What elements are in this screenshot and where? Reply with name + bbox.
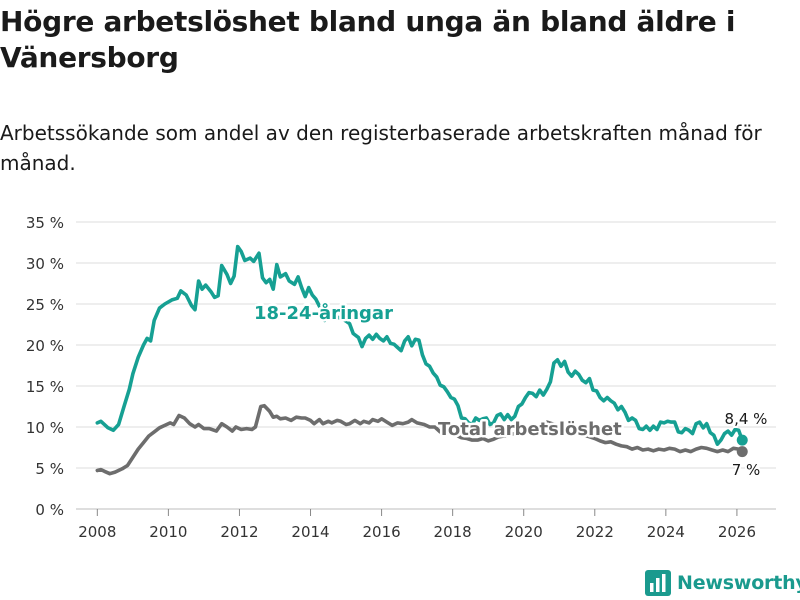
x-tick-label: 2026 [718, 523, 756, 541]
chart-subtitle: Arbetssökande som andel av den registerb… [0, 121, 762, 175]
series-labels: 18-24-åringar Total arbetslöshet 8,4 % 7 % [252, 300, 770, 482]
line-chart: 0 %5 %10 %15 %20 %25 %30 %35 % 2008 2010 2… [26, 214, 776, 541]
series-label-total: Total arbetslöshet [438, 419, 622, 440]
x-tick-label: 2018 [434, 523, 472, 541]
y-tick-label: 30 % [26, 255, 64, 273]
x-tick-label: 2022 [576, 523, 614, 541]
x-tick-label: 2010 [149, 523, 187, 541]
chart-title: Högre arbetslöshet bland unga än bland ä… [0, 5, 736, 74]
y-tick-label: 5 % [35, 460, 64, 478]
series-end-point-total [736, 446, 748, 458]
y-tick-label: 20 % [26, 337, 64, 355]
series-label-youth: 18-24-åringar [254, 302, 393, 324]
x-tick-label: 2016 [362, 523, 400, 541]
x-tick-label: 2024 [647, 523, 685, 541]
y-tick-label: 35 % [26, 214, 64, 232]
y-tick-label: 10 % [26, 419, 64, 437]
brand-name: Newsworthy [677, 572, 800, 594]
bar-chart-logo-icon [645, 570, 671, 596]
end-value-total: 7 % [732, 461, 761, 479]
y-tick-label: 0 % [35, 501, 64, 519]
series-line-total [95, 403, 744, 476]
y-tick-label: 15 % [26, 378, 64, 396]
series-line-youth [95, 244, 744, 446]
y-tick-label: 25 % [26, 296, 64, 314]
x-tick-label: 2014 [291, 523, 329, 541]
series-lines [95, 244, 748, 476]
x-tick-label: 2012 [220, 523, 258, 541]
x-tick-label: 2008 [78, 523, 116, 541]
newsworthy-brand: Newsworthy [645, 568, 800, 598]
x-tick-label: 2020 [505, 523, 543, 541]
y-axis-labels: 0 % 5 % 10 % 15 % 20 % 25 % 30 % 35 % [26, 214, 64, 519]
end-value-youth: 8,4 % [725, 410, 768, 428]
x-axis: 2008 2010 2012 2014 2016 2018 2020 2022 2024 2026 [78, 509, 756, 541]
series-end-point-youth [736, 434, 748, 446]
